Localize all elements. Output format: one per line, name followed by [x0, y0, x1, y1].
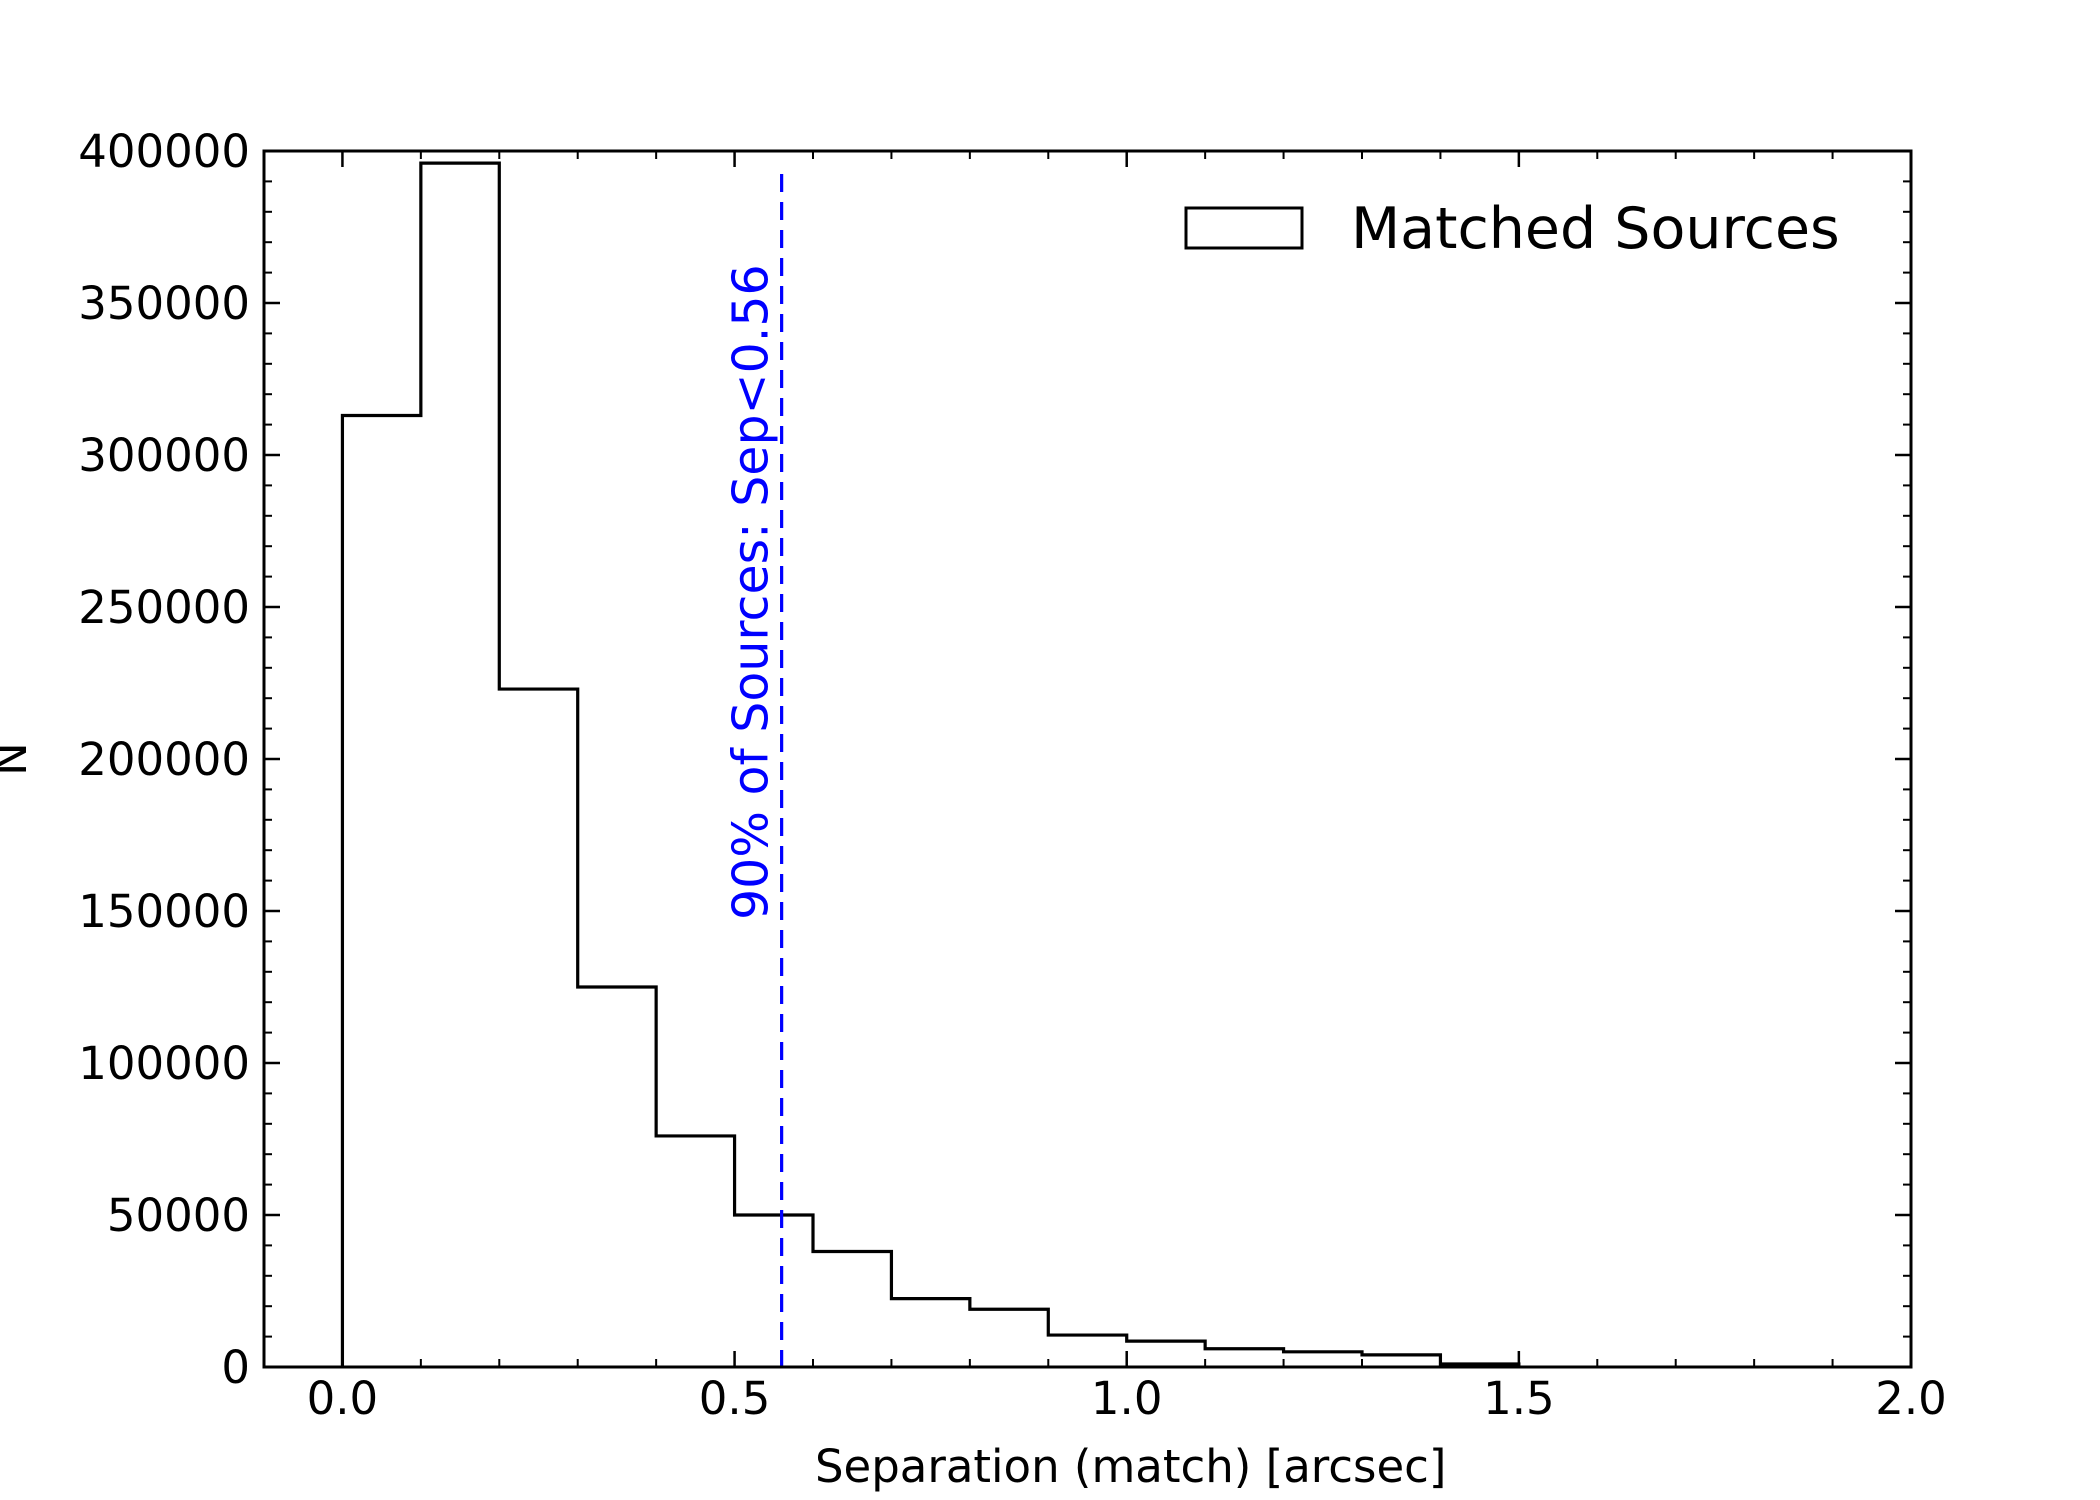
- legend-label: Matched Sources: [1351, 196, 1840, 262]
- y-tick-label: 50000: [107, 1189, 250, 1242]
- legend-swatch: [1184, 206, 1304, 250]
- x-tick-label: 0.5: [699, 1372, 771, 1425]
- y-tick-label: 400000: [78, 125, 250, 178]
- x-tick-labels: 0.0 0.5 1.0 1.5 2.0: [307, 1372, 1947, 1425]
- y-tick-label: 100000: [78, 1037, 250, 1090]
- x-tick-label: 0.0: [307, 1372, 379, 1425]
- y-axis-label: N: [0, 742, 37, 776]
- threshold-label: 90% of Sources: Sep<0.56: [723, 264, 780, 920]
- x-tick-label: 2.0: [1875, 1372, 1947, 1425]
- x-tick-label: 1.0: [1091, 1372, 1163, 1425]
- x-tick-label: 1.5: [1483, 1372, 1555, 1425]
- legend: Matched Sources: [1184, 196, 1840, 262]
- plot-frame: [262, 149, 1913, 1369]
- x-axis-label: Separation (match) [arcsec]: [815, 1440, 1447, 1493]
- y-tick-label: 0: [221, 1341, 250, 1394]
- y-tick-label: 150000: [78, 885, 250, 938]
- y-tick-label: 350000: [78, 277, 250, 330]
- y-tick-label: 300000: [78, 429, 250, 482]
- y-tick-label: 250000: [78, 581, 250, 634]
- y-tick-label: 200000: [78, 733, 250, 786]
- histogram-step-line: [340, 161, 1521, 1367]
- y-tick-labels: 0 50000 100000 150000 200000 250000 300000 3500…: [78, 125, 250, 1394]
